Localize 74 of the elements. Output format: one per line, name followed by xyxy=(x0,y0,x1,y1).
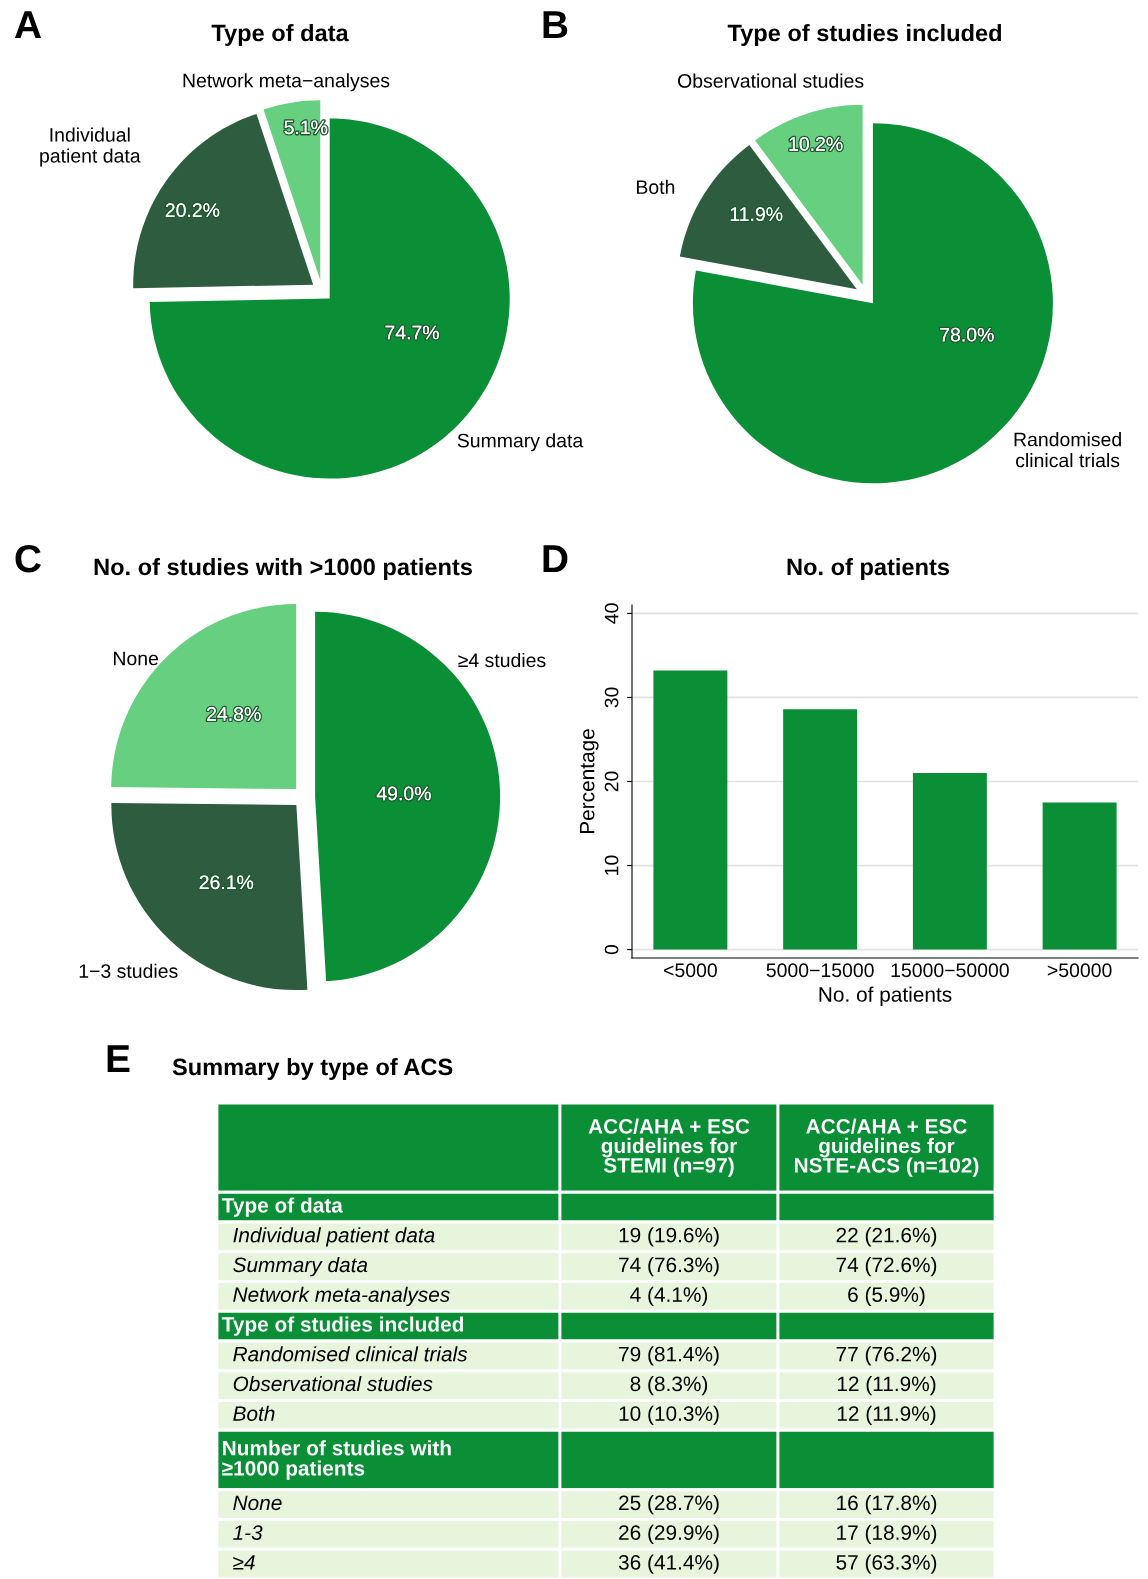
text: 74 (72.6%) xyxy=(836,1256,937,1277)
text: C xyxy=(15,544,41,573)
text: 12 (11.9%) xyxy=(837,1375,936,1396)
y-tick-label: 20 xyxy=(604,771,619,792)
text: 57 (63.3%) xyxy=(836,1554,937,1574)
y-tick-label: 40 xyxy=(604,603,619,624)
text: 10 (10.3%) xyxy=(619,1405,719,1426)
y-tick-label: 0 xyxy=(604,944,619,955)
chart-title: No. of patients xyxy=(787,557,950,580)
x-tick-label: 15000−50000 xyxy=(891,963,1009,978)
text: Summary by type of ACS xyxy=(172,1057,453,1081)
chart-title: Type of data xyxy=(211,24,349,46)
data-label: 20.2% xyxy=(165,203,220,218)
data-label: 74.7% xyxy=(385,325,439,340)
text: 6 (5.9%) xyxy=(848,1286,925,1307)
slice-label: Network meta−analyses xyxy=(183,73,390,92)
data-label: 26.1% xyxy=(199,875,254,890)
x-tick-label: 5000−15000 xyxy=(766,963,874,978)
slice-label: Observational studies xyxy=(678,73,864,88)
data-label: 49.0% xyxy=(376,786,431,801)
chart-title: Type of studies included xyxy=(727,24,1001,46)
text: 36 (41.4%) xyxy=(618,1554,719,1574)
category-label: ≥4 xyxy=(233,1555,255,1570)
bar xyxy=(912,773,987,950)
text: 4 (4.1%) xyxy=(630,1286,708,1307)
slice-label: Summary data xyxy=(457,433,584,452)
slice-label: None xyxy=(114,651,159,666)
slice-label: ≥4 studies xyxy=(458,652,546,668)
text: B xyxy=(543,11,568,39)
data-label: 24.8% xyxy=(207,707,261,721)
text: 17 (18.9%) xyxy=(837,1524,937,1545)
slice-label: Both xyxy=(637,179,675,195)
category-label: Number of studies with ≥1000 patients xyxy=(222,1440,451,1480)
category-label: ACC/AHA + ESC guidelines for NSTE-ACS (n=102) xyxy=(794,1118,979,1177)
category-label: Network meta-analyses xyxy=(233,1286,450,1307)
slice-label: 1−3 studies xyxy=(79,963,178,978)
y-tick-label: 10 xyxy=(604,855,619,875)
category-label: Type of data xyxy=(221,1197,343,1217)
data-label: 11.9% xyxy=(730,207,783,222)
text: 25 (28.7%) xyxy=(619,1494,719,1515)
slice-label: Randomised clinical trials xyxy=(1014,432,1121,468)
chart-title: No. of studies with >1000 patients xyxy=(94,557,472,580)
x-tick-label: >50000 xyxy=(1047,963,1112,978)
category-label: None xyxy=(233,1495,282,1511)
slice-label: Individual patient data xyxy=(40,127,141,167)
text: 26 (29.9%) xyxy=(619,1524,719,1545)
y-axis-title: Percentage xyxy=(579,729,599,834)
text: 8 (8.3%) xyxy=(630,1375,708,1396)
text: 22 (21.6%) xyxy=(836,1227,937,1247)
y-tick-label: 30 xyxy=(604,687,619,708)
category-label: Individual patient data xyxy=(233,1227,435,1247)
text: D xyxy=(543,545,568,573)
category-label: Summary data xyxy=(233,1256,368,1277)
bar xyxy=(653,670,728,950)
category-label: Type of studies included xyxy=(221,1316,463,1336)
x-axis-title: No. of patients xyxy=(819,986,952,1006)
category-label: 1-3 xyxy=(233,1525,263,1540)
category-label: ACC/AHA + ESC guidelines for STEMI (n=97) xyxy=(588,1118,750,1177)
data-label: 10.2% xyxy=(789,137,843,151)
text: 16 (17.8%) xyxy=(837,1494,937,1515)
text: 77 (76.2%) xyxy=(836,1346,937,1366)
text: 12 (11.9%) xyxy=(837,1405,936,1426)
x-tick-label: <5000 xyxy=(664,963,717,978)
category-label: Both xyxy=(233,1405,275,1421)
category-label: Observational studies xyxy=(233,1375,433,1392)
text: A xyxy=(14,11,42,39)
text: 19 (19.6%) xyxy=(619,1227,719,1247)
text: 74 (76.3%) xyxy=(619,1256,719,1277)
category-label: Randomised clinical trials xyxy=(233,1346,468,1362)
data-label: 78.0% xyxy=(940,327,994,342)
bar xyxy=(1042,802,1117,950)
bar xyxy=(783,709,858,950)
text: 79 (81.4%) xyxy=(619,1346,719,1366)
text: E xyxy=(107,1045,130,1073)
